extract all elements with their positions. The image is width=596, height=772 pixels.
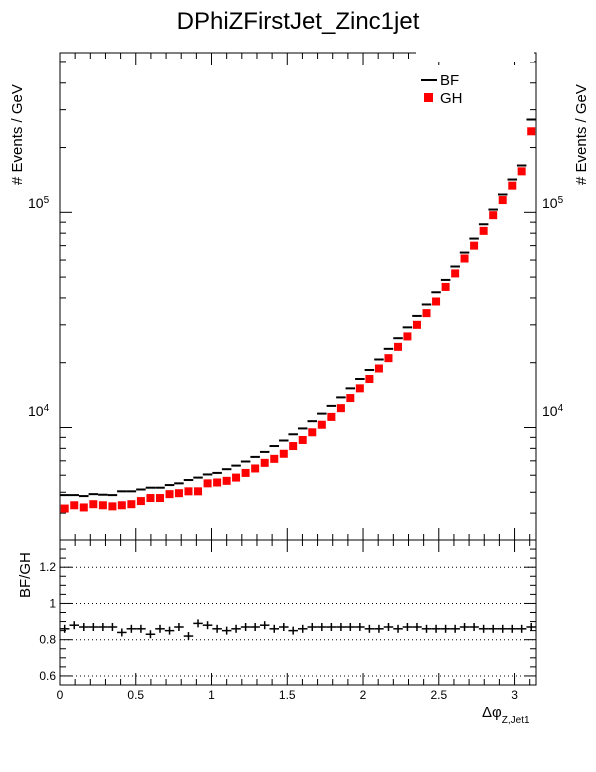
gh-point <box>336 404 345 413</box>
gh-point <box>308 428 317 437</box>
x-axis-label: ΔφZ,Jet1 <box>482 704 530 726</box>
gh-point <box>451 269 460 278</box>
gh-point <box>289 442 298 451</box>
gh-point <box>146 494 155 503</box>
ratio-y-label: BF/GH <box>17 552 34 598</box>
gh-point <box>422 309 431 318</box>
gh-point <box>89 500 98 509</box>
gh-point <box>270 454 279 463</box>
gh-point <box>508 181 517 190</box>
gh-point <box>165 490 174 499</box>
x-tick-label: 2 <box>360 688 367 702</box>
gh-point <box>232 473 241 482</box>
y-axis-label-left: # Events / GeV <box>9 84 26 185</box>
gh-point <box>460 254 469 263</box>
gh-point <box>184 487 193 496</box>
legend-gh-marker <box>424 93 433 102</box>
gh-point <box>412 320 421 329</box>
gh-point <box>108 502 117 511</box>
gh-point <box>203 479 212 488</box>
gh-point <box>222 476 231 485</box>
gh-point <box>79 503 88 512</box>
series-bf <box>59 118 536 498</box>
gh-point <box>489 211 498 220</box>
main-ticks <box>59 53 536 541</box>
gh-point <box>260 458 269 467</box>
gh-point <box>98 501 107 510</box>
gh-point <box>346 394 355 403</box>
ratio-y-tick-label: 1.2 <box>39 560 56 574</box>
ratio-grid <box>60 566 536 677</box>
gh-point <box>317 420 326 429</box>
gh-point <box>194 487 203 496</box>
gh-point <box>298 435 307 444</box>
ratio-y-tick-label: 1 <box>49 596 56 610</box>
y-tick-label-right-1e5: 105 <box>542 195 564 212</box>
gh-point <box>70 501 79 510</box>
x-tick-label: 0 <box>57 688 64 702</box>
gh-point <box>374 364 383 373</box>
y-tick-label-1e5: 105 <box>28 195 50 212</box>
gh-point <box>384 354 393 363</box>
x-tick-label: 2.5 <box>430 688 447 702</box>
ratio-y-tick-label: 0.6 <box>39 669 56 683</box>
y-tick-label-right-1e4: 104 <box>542 403 564 420</box>
gh-point <box>117 501 126 510</box>
gh-point <box>470 241 479 250</box>
gh-point <box>403 332 412 341</box>
legend-bf-label: BF <box>440 72 459 89</box>
series-gh <box>60 127 536 513</box>
legend: BF GH <box>421 72 463 107</box>
gh-point <box>174 489 183 498</box>
legend-mask <box>416 46 534 62</box>
gh-point <box>241 468 250 477</box>
gh-point <box>156 494 164 503</box>
gh-point <box>127 500 136 509</box>
main-panel: 104 105 # Events / GeV 104 105 # Events … <box>9 46 590 541</box>
gh-point <box>355 384 364 393</box>
ratio-y-tick-label: 0.8 <box>39 633 56 647</box>
gh-point <box>60 504 69 513</box>
gh-point <box>213 478 222 487</box>
ratio-plot-frame <box>59 539 537 686</box>
legend-gh-label: GH <box>440 90 463 107</box>
gh-point <box>365 375 374 384</box>
y-tick-label-1e4: 104 <box>28 403 50 420</box>
y-axis-label-right: # Events / GeV <box>573 84 590 185</box>
gh-point <box>498 196 507 205</box>
gh-point <box>136 497 145 506</box>
gh-point <box>327 412 336 421</box>
gh-point <box>527 127 536 136</box>
ratio-ticks: 0.6 0.8 1 1.2 0 0.5 1 1.5 2 2.5 3 <box>39 539 536 702</box>
gh-point <box>251 464 260 473</box>
gh-point <box>394 342 403 351</box>
x-tick-label: 1 <box>208 688 215 702</box>
x-tick-label: 3 <box>511 688 518 702</box>
x-tick-label: 0.5 <box>127 688 144 702</box>
gh-point <box>479 226 488 235</box>
gh-point <box>432 297 441 306</box>
x-axis-label-sub: Z,Jet1 <box>502 715 530 726</box>
gh-point <box>279 449 288 458</box>
x-tick-label: 1.5 <box>279 688 296 702</box>
chart-title: DPhiZFirstJet_Zinc1jet <box>177 8 420 35</box>
series-ratio <box>59 619 536 641</box>
gh-point <box>517 167 526 176</box>
gh-point <box>441 282 450 291</box>
main-plot-frame <box>59 52 537 541</box>
ratio-panel: 0.6 0.8 1 1.2 0 0.5 1 1.5 2 2.5 3 BF/GH ΔφZ,Jet1 <box>17 539 537 726</box>
